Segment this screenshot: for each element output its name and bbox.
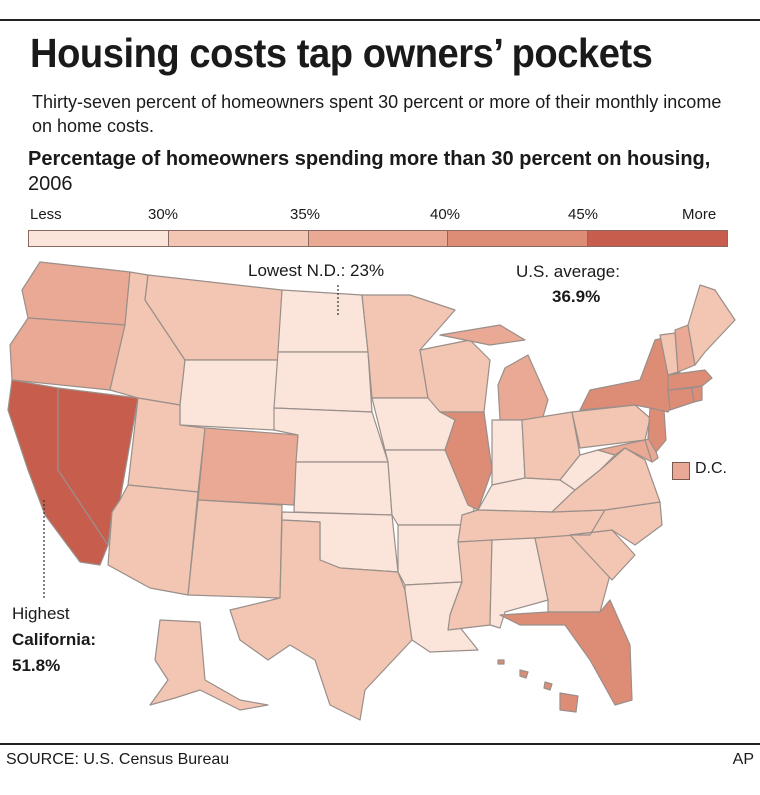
legend-swatch-more (588, 231, 727, 246)
map-heading-year: 2006 (28, 173, 73, 195)
state-AK (149, 619, 269, 711)
graphic-subtitle: Thirty-seven percent of homeowners spent… (32, 92, 722, 136)
source-credit: SOURCE: U.S. Census Bureau (6, 751, 230, 768)
highest-value-text: 51.8% (12, 656, 61, 675)
legend-color-bar (28, 230, 728, 247)
highest-label: Highest (12, 604, 70, 623)
state-OR (9, 317, 126, 391)
state-RI (691, 385, 703, 403)
state-SD (273, 351, 373, 413)
state-FL (499, 599, 633, 706)
state-MD (597, 439, 653, 463)
highest-state: California: (12, 629, 96, 651)
legend-swatch-35-to-40 (308, 231, 449, 246)
us-average-value-text: 36.9% (552, 287, 601, 306)
legend-label-more: More (682, 206, 717, 223)
dc-label: D.C. (695, 460, 727, 477)
us-states-map (7, 261, 736, 721)
state-MA (667, 369, 713, 391)
state-KS (293, 461, 393, 516)
state-IN (491, 419, 526, 486)
legend-labels: Less 30% 35% 40% 45% More (0, 206, 760, 226)
highest-state-text: California: (12, 630, 97, 649)
highest-value: 51.8% (12, 655, 60, 677)
us-average-value: 36.9% (552, 286, 600, 308)
map-heading-text: Percentage of homeowners spending more t… (28, 148, 711, 170)
map-heading: Percentage of homeowners spending more t… (28, 147, 748, 197)
bottom-rule (0, 743, 760, 745)
legend-label-35: 35% (290, 206, 321, 223)
state-NM (187, 499, 283, 599)
state-CO (197, 427, 299, 506)
state-WA (21, 261, 131, 326)
legend-swatch-30-to-35 (168, 231, 309, 246)
agency-credit: AP (732, 751, 754, 768)
graphic-title: Housing costs tap owners’ pockets (30, 30, 653, 76)
legend-swatch-less-than-30 (29, 231, 169, 246)
lowest-annotation: Lowest N.D.: 23% (248, 261, 385, 280)
legend-label-30: 30% (148, 206, 179, 223)
state-ME (687, 284, 736, 366)
state-ND (277, 289, 369, 353)
state-WI (419, 339, 491, 413)
state-AZ (107, 484, 199, 596)
state-HI (497, 659, 579, 713)
state-WY (179, 359, 279, 431)
top-rule (0, 19, 760, 21)
dc-swatch (672, 462, 690, 480)
state-IL (439, 411, 493, 511)
state-TX (229, 519, 413, 721)
legend-label-less: Less (30, 206, 62, 223)
legend-label-45: 45% (568, 206, 599, 223)
legend-swatch-40-to-45 (448, 231, 589, 246)
legend-label-40: 40% (430, 206, 461, 223)
us-average-label: U.S. average: (516, 262, 620, 281)
state-CT (667, 387, 695, 411)
